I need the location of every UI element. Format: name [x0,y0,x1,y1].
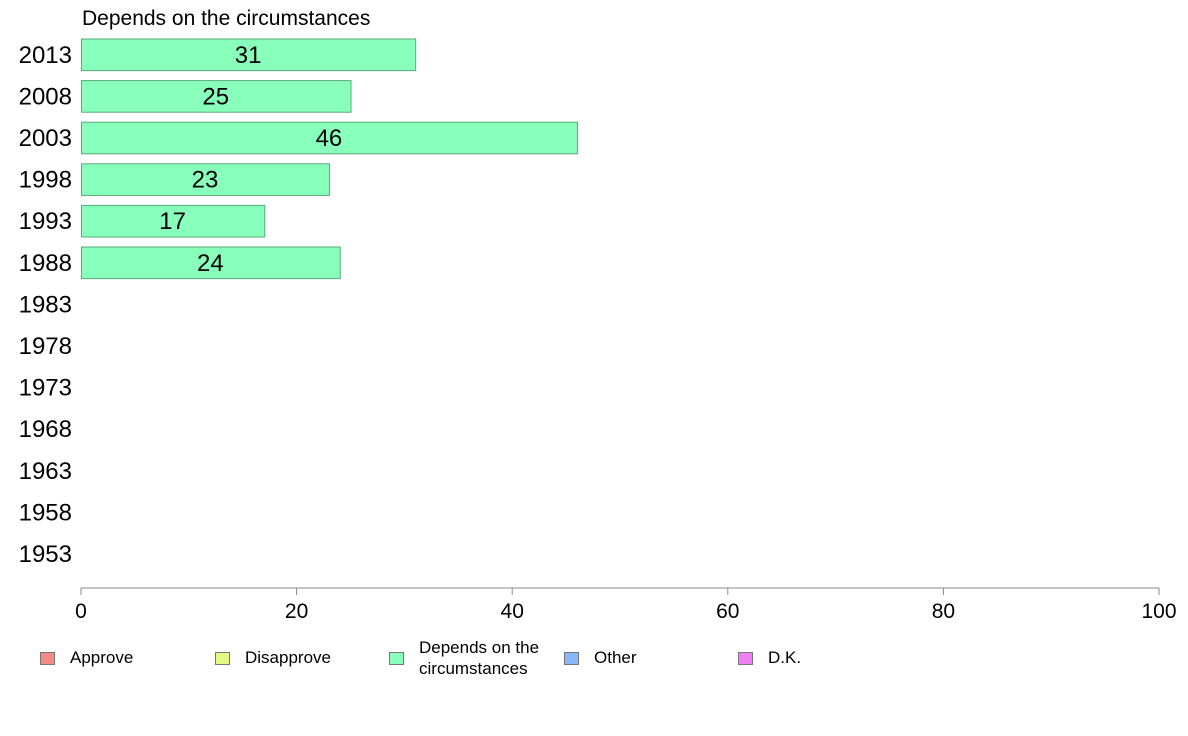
chart-title: Depends on the circumstances [82,7,371,30]
legend-label-other: Other [594,648,637,667]
legend-item-dk: D.K. [738,636,801,668]
bar [81,80,352,113]
data-label: 23 [192,167,219,194]
legend-label-approve: Approve [70,648,134,667]
y-tick-label: 1978 [19,333,72,360]
bar [81,38,417,72]
legend-swatch-other [564,652,579,665]
bar [81,246,341,280]
data-label: 31 [235,42,262,69]
y-tick-label: 1988 [19,250,72,277]
y-tick-label: 1968 [19,416,72,443]
y-tick-label: 1983 [19,291,72,318]
legend-label-depends: Depends on the circumstances [419,638,540,678]
data-label: 25 [202,83,229,110]
x-tick-label: 40 [501,600,524,623]
y-tick-label: 2008 [19,83,72,110]
bar [81,204,266,238]
y-tick-label: 2003 [19,125,72,152]
x-tick-label: 100 [1141,600,1176,623]
legend-swatch-approve [40,652,55,665]
legend-item-disapprove: Disapprove [215,636,331,668]
y-tick-label: 1953 [19,541,72,568]
y-tick-label: 2013 [19,42,72,69]
legend-label-disapprove: Disapprove [245,648,331,667]
x-tick-label: 20 [285,600,308,623]
bar [81,121,578,155]
y-tick-label: 1963 [19,458,72,485]
legend-swatch-dk [738,652,753,665]
data-label: 24 [197,250,224,277]
legend-item-other: Other [564,636,637,668]
x-tick-label: 60 [716,600,739,623]
data-label: 46 [316,125,343,152]
legend-swatch-disapprove [215,652,230,665]
legend-label-dk: D.K. [768,648,802,667]
x-tick-label: 80 [932,600,955,623]
bar-chart: 2013 31 2008 25 2003 46 1998 23 1993 17 1988 24 1983… [19,38,1177,623]
y-tick-label: 1993 [19,208,72,235]
y-tick-label: 1998 [19,167,72,194]
y-tick-label: 1973 [19,375,72,402]
data-label: 17 [159,208,186,235]
bar [81,163,330,196]
legend-item-approve: Approve [40,636,133,668]
legend-swatch-depends [389,652,404,665]
legend: Approve Disapprove Depends on the circum… [0,636,1188,696]
legend-item-depends: Depends on the circumstances [389,636,559,679]
x-tick-label: 0 [75,600,87,623]
y-tick-label: 1958 [19,499,72,526]
